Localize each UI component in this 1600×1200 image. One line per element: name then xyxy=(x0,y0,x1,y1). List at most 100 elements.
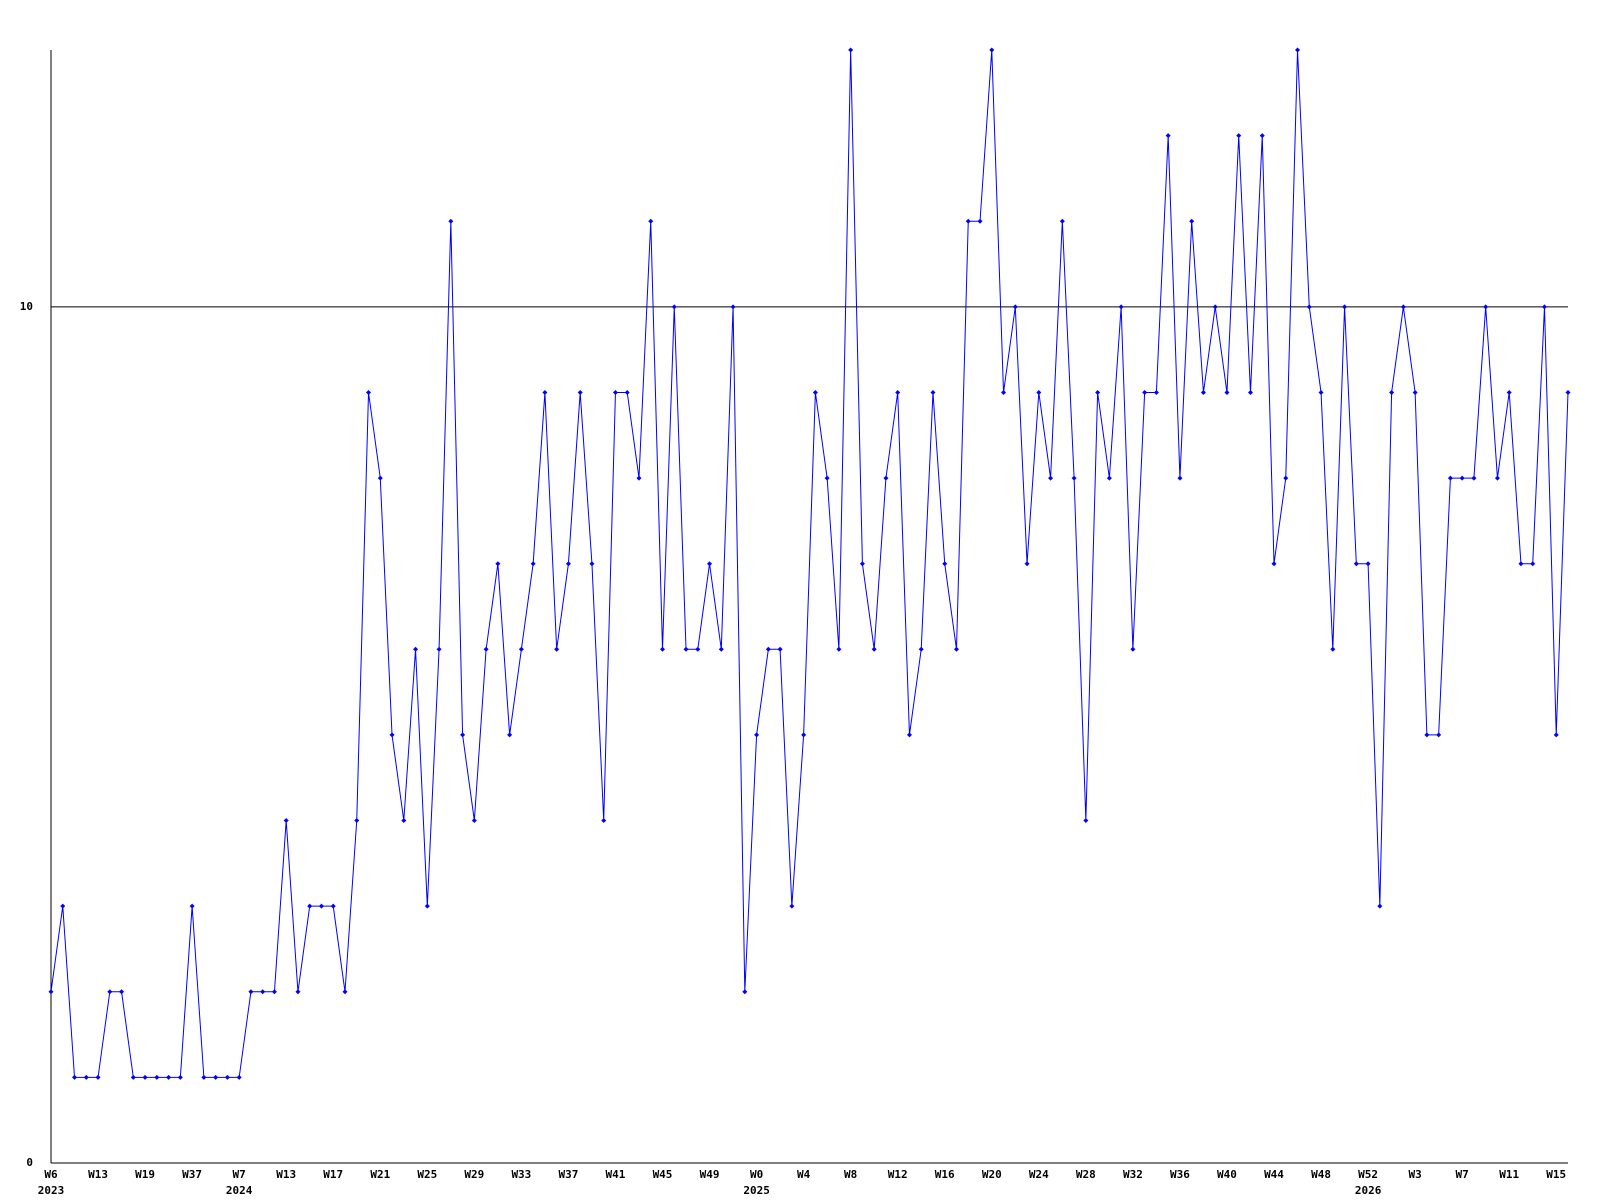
data-point xyxy=(930,389,936,395)
data-point xyxy=(1459,475,1465,481)
data-point xyxy=(977,218,983,224)
data-point xyxy=(1424,732,1430,738)
x-tick-label: W49 xyxy=(700,1168,720,1181)
data-point xyxy=(213,1074,219,1080)
data-point xyxy=(460,732,466,738)
data-point xyxy=(683,646,689,652)
data-point xyxy=(754,732,760,738)
x-tick-label: W41 xyxy=(606,1168,626,1181)
x-tick-label: W36 xyxy=(1170,1168,1190,1181)
data-point xyxy=(1506,389,1512,395)
data-point xyxy=(1012,304,1018,310)
data-point xyxy=(1565,389,1571,395)
x-tick-label: W21 xyxy=(370,1168,390,1181)
data-point xyxy=(1224,389,1230,395)
data-point xyxy=(1071,475,1077,481)
data-point xyxy=(307,903,313,909)
data-point xyxy=(601,818,607,824)
data-point xyxy=(730,304,736,310)
year-label: 2024 xyxy=(226,1184,253,1197)
data-point xyxy=(413,646,419,652)
data-point xyxy=(1365,561,1371,567)
data-point xyxy=(177,1074,183,1080)
data-point xyxy=(953,646,959,652)
x-tick-label: W7 xyxy=(1456,1168,1469,1181)
data-line xyxy=(50,49,1569,1078)
data-point xyxy=(989,47,995,53)
data-point xyxy=(318,903,324,909)
x-tick-label: W11 xyxy=(1499,1168,1519,1181)
data-point xyxy=(589,561,595,567)
data-point xyxy=(248,989,254,995)
data-point xyxy=(1024,561,1030,567)
data-point xyxy=(401,818,407,824)
data-point xyxy=(236,1074,242,1080)
x-tick-label: W0 xyxy=(750,1168,763,1181)
data-point xyxy=(812,389,818,395)
data-point xyxy=(577,389,583,395)
data-point xyxy=(1494,475,1500,481)
data-point xyxy=(507,732,513,738)
data-point xyxy=(530,561,536,567)
data-point xyxy=(1389,389,1395,395)
data-point xyxy=(1295,47,1301,53)
data-point xyxy=(471,818,477,824)
data-point xyxy=(1471,475,1477,481)
data-point xyxy=(189,903,195,909)
data-point xyxy=(1083,818,1089,824)
data-point xyxy=(483,646,489,652)
data-point xyxy=(154,1074,160,1080)
data-point xyxy=(848,47,854,53)
data-point xyxy=(660,646,666,652)
data-point xyxy=(1048,475,1054,481)
data-point xyxy=(1306,304,1312,310)
x-tick-label: W6 xyxy=(44,1168,58,1181)
x-tick-label: W12 xyxy=(888,1168,908,1181)
data-point xyxy=(1212,304,1218,310)
data-point xyxy=(330,903,336,909)
data-point xyxy=(72,1074,78,1080)
data-point xyxy=(1153,389,1159,395)
x-tick-label: W16 xyxy=(935,1168,955,1181)
x-tick-label: W44 xyxy=(1264,1168,1284,1181)
data-point xyxy=(1001,389,1007,395)
data-point xyxy=(95,1074,101,1080)
data-point xyxy=(283,818,289,824)
data-point xyxy=(48,989,54,995)
data-point xyxy=(1200,389,1206,395)
data-point xyxy=(671,304,677,310)
x-tick-label: W20 xyxy=(982,1168,1002,1181)
data-point xyxy=(354,818,360,824)
data-point xyxy=(60,903,66,909)
data-point xyxy=(495,561,501,567)
data-point xyxy=(130,1074,136,1080)
data-point xyxy=(1142,389,1148,395)
data-point xyxy=(612,389,618,395)
data-point xyxy=(542,389,548,395)
x-tick-label: W45 xyxy=(653,1168,673,1181)
data-point xyxy=(1165,133,1171,139)
x-tick-label: W15 xyxy=(1546,1168,1566,1181)
data-point xyxy=(389,732,395,738)
data-point xyxy=(707,561,713,567)
data-point xyxy=(1106,475,1112,481)
data-point xyxy=(1447,475,1453,481)
data-point xyxy=(859,561,865,567)
data-point xyxy=(1283,475,1289,481)
data-point xyxy=(1530,561,1536,567)
x-tick-label: W28 xyxy=(1076,1168,1096,1181)
data-point xyxy=(107,989,113,995)
x-tick-label: W13 xyxy=(276,1168,296,1181)
x-tick-label: W4 xyxy=(797,1168,811,1181)
data-point xyxy=(366,389,372,395)
data-point xyxy=(906,732,912,738)
x-tick-label: W37 xyxy=(182,1168,202,1181)
data-point xyxy=(166,1074,172,1080)
data-point xyxy=(1553,732,1559,738)
data-point xyxy=(295,989,301,995)
data-point xyxy=(83,1074,89,1080)
data-point xyxy=(1353,561,1359,567)
data-point xyxy=(377,475,383,481)
x-tick-label: W52 xyxy=(1358,1168,1378,1181)
data-point xyxy=(1412,389,1418,395)
